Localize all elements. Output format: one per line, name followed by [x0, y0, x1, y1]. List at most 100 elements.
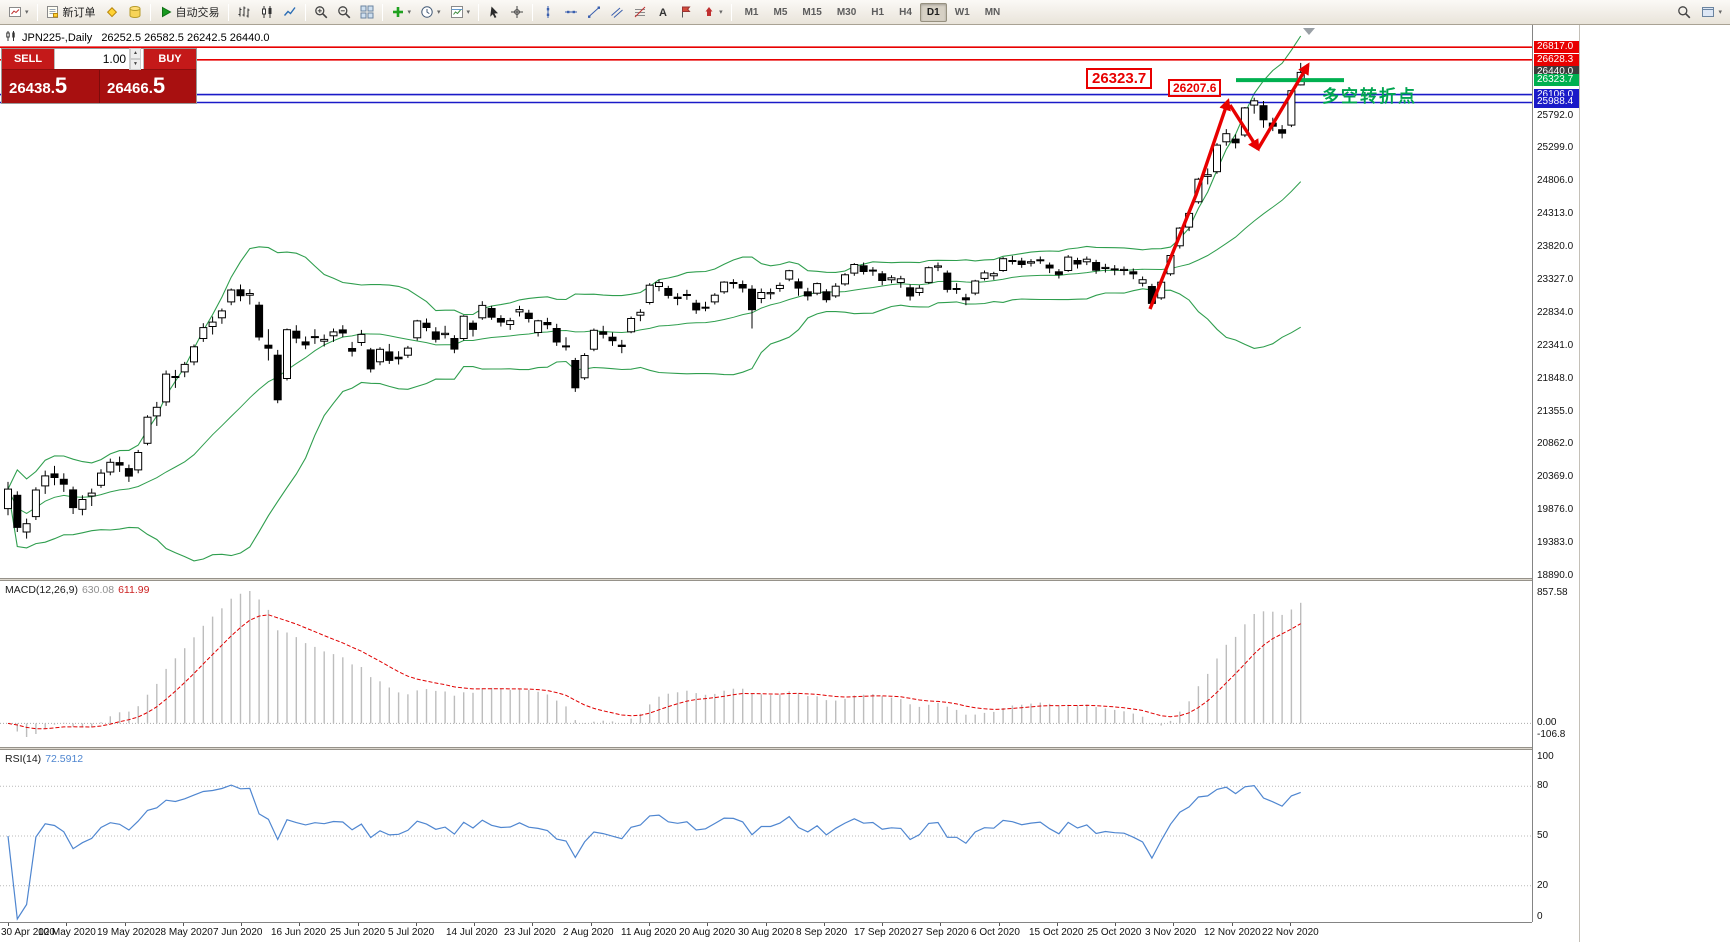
price-chart-panel[interactable]: [0, 25, 1532, 578]
price-line-label: 26323.7: [1534, 74, 1579, 87]
price-scale-label: 20862.0: [1537, 438, 1574, 450]
trend-arrow: [1228, 104, 1260, 152]
price-line-label: 26628.3: [1534, 53, 1579, 66]
date-label: 30 Aug 2020: [738, 927, 795, 938]
date-label: 15 Oct 2020: [1029, 927, 1084, 938]
price-line-label: 26817.0: [1534, 41, 1579, 54]
price-scale-label: 22834.0: [1537, 306, 1574, 318]
volume-value: 1.00: [102, 52, 127, 66]
toolbar-separator: [381, 3, 383, 21]
panel-separator[interactable]: [0, 747, 1579, 750]
autotrading-button[interactable]: 自动交易: [155, 2, 224, 23]
timeframe-d1[interactable]: D1: [919, 2, 947, 22]
macd-panel[interactable]: [0, 581, 1532, 747]
arrow-shape-icon: [702, 5, 716, 19]
sell-price[interactable]: 26438. 5: [2, 70, 99, 103]
macd-value: 630.08: [81, 584, 115, 596]
candlestick-chart-button[interactable]: [256, 2, 278, 23]
price-callout-2: 26207.6: [1168, 79, 1222, 97]
candles: [4, 62, 1305, 539]
price-scale-label: 20: [1537, 879, 1549, 891]
rsi-panel[interactable]: [0, 750, 1532, 922]
time-tick: [1057, 923, 1058, 926]
new-chart-button[interactable]: ▾: [4, 2, 33, 23]
timeframe-m30[interactable]: M30: [836, 6, 857, 18]
text-label-button[interactable]: [675, 2, 697, 23]
search-button[interactable]: [1673, 2, 1695, 23]
trendline-button[interactable]: [583, 2, 605, 23]
price-scale-label: 23327.0: [1537, 274, 1574, 286]
cursor-icon: [487, 5, 501, 19]
toolbar-separator: [227, 3, 229, 21]
buy-price-main: 26466.: [107, 80, 153, 97]
equidistant-channel-button[interactable]: [606, 2, 628, 23]
date-label: 11 Aug 2020: [621, 927, 677, 938]
rsi-value: 72.5912: [45, 753, 84, 765]
price-scale-label: 100: [1537, 751, 1554, 762]
indicators-button[interactable]: ▾: [387, 2, 416, 23]
time-tick: [1232, 923, 1233, 926]
bar-chart-button[interactable]: [233, 2, 255, 23]
zoom-in-button[interactable]: [310, 2, 332, 23]
timeframe-m5[interactable]: M5: [773, 6, 788, 18]
date-label: 25 Jun 2020: [330, 927, 386, 938]
price-scale-label: 0: [1537, 911, 1543, 922]
volume-spinner[interactable]: ▲ ▼: [129, 48, 141, 70]
time-tick: [299, 923, 300, 926]
line-chart-button[interactable]: [279, 2, 301, 23]
fibonacci-button[interactable]: [629, 2, 651, 23]
volume-input[interactable]: 1.00 ▲ ▼: [54, 48, 144, 70]
tile-windows-button[interactable]: [356, 2, 378, 23]
buy-price-big-digit: 5: [152, 73, 166, 98]
buy-price[interactable]: 26466. 5: [99, 70, 196, 103]
horizontal-line-button[interactable]: [560, 2, 582, 23]
panel-separator[interactable]: [0, 578, 1579, 581]
timeframe-w1[interactable]: W1: [954, 6, 970, 18]
rsi-name: RSI(14): [5, 753, 42, 765]
periods-button[interactable]: ▾: [416, 2, 445, 23]
chart-list-button[interactable]: ▾: [1697, 2, 1726, 23]
time-tick: [358, 923, 359, 926]
toolbar-separator: [730, 3, 732, 21]
zoom-out-button[interactable]: [333, 2, 355, 23]
timeframe-h4[interactable]: H4: [899, 6, 912, 18]
date-label: 19 May 2020: [97, 927, 155, 938]
sell-button[interactable]: SELL: [2, 49, 54, 69]
spinner-down-icon[interactable]: ▼: [130, 59, 141, 70]
price-scale-label: 19876.0: [1537, 504, 1574, 516]
pivot-annotation: 多空转折点: [1322, 87, 1417, 106]
timeframe-mn[interactable]: MN: [984, 6, 1001, 18]
zoom-out-icon: [337, 5, 351, 19]
metaeditor-button[interactable]: [101, 2, 123, 23]
timeframe-h1[interactable]: H1: [871, 6, 885, 18]
time-tick: [882, 923, 883, 926]
buy-button[interactable]: BUY: [144, 49, 196, 69]
price-scale-label: 22341.0: [1537, 339, 1574, 351]
price-scale-label: 25299.0: [1537, 142, 1574, 154]
bar-chart-icon: [237, 5, 251, 19]
date-label: 22 Nov 2020: [1262, 927, 1319, 938]
date-label: 6 Oct 2020: [971, 927, 1020, 938]
vertical-line-button[interactable]: [537, 2, 559, 23]
spinner-up-icon[interactable]: ▲: [130, 48, 141, 59]
price-scale-label: 23820.0: [1537, 241, 1574, 253]
toolbar-separator: [304, 3, 306, 21]
text-button[interactable]: A: [652, 2, 674, 23]
timeframe-m15[interactable]: M15: [802, 6, 822, 18]
price-scale-label: 80: [1537, 780, 1549, 792]
arrows-button[interactable]: ▾: [698, 2, 727, 23]
new-order-label: 新订单: [62, 7, 96, 19]
time-tick: [1290, 923, 1291, 926]
cursor-button[interactable]: [483, 2, 505, 23]
price-scale-label: 857.58: [1537, 587, 1568, 598]
crosshair-button[interactable]: [506, 2, 528, 23]
history-center-button[interactable]: [124, 2, 146, 23]
macd-signal-line: [7, 614, 1301, 730]
templates-button[interactable]: ▾: [446, 2, 475, 23]
timeframes-toolbar: M1 M5 M15 M30 H1 H4 D1 W1 MN: [738, 2, 1008, 22]
price-scale-label: 21355.0: [1537, 405, 1574, 417]
price-scale[interactable]: 25792.0 25299.0 24806.0 24313.0 23820.0 23327…: [1532, 25, 1579, 922]
time-axis[interactable]: 30 Apr 2020 10 May 2020 19 May 2020 28 May …: [0, 922, 1532, 942]
timeframe-m1[interactable]: M1: [744, 6, 759, 18]
new-order-button[interactable]: 新订单: [42, 2, 100, 23]
